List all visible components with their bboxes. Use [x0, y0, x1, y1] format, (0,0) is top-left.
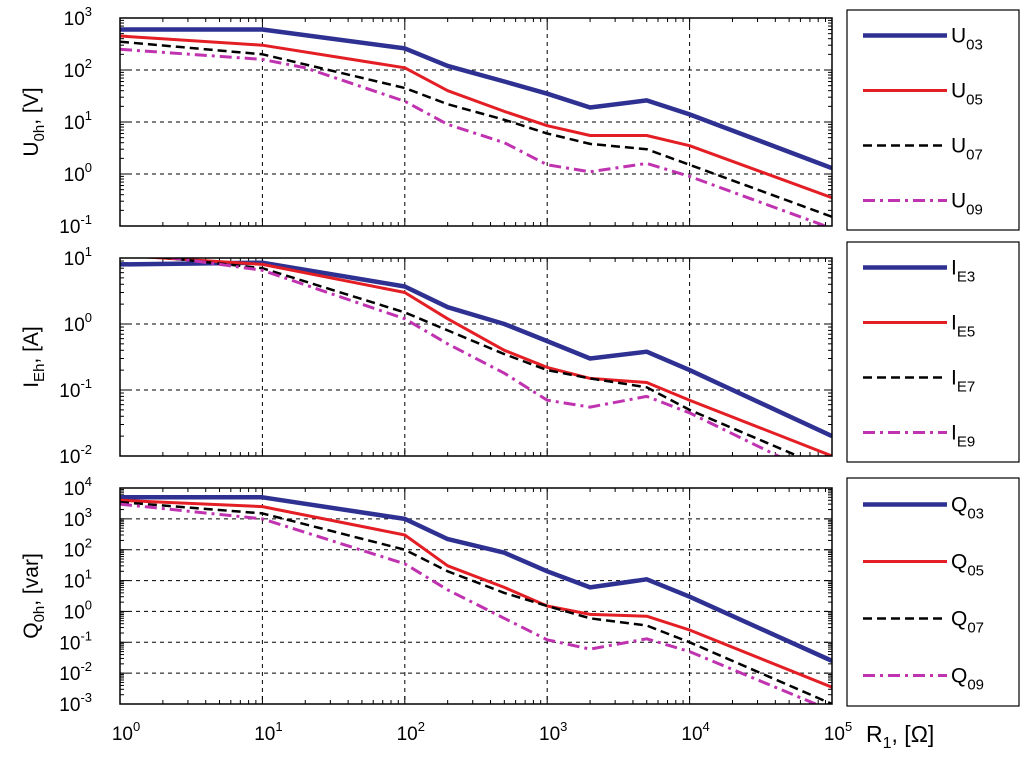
y-axis-label: Q0h, [var]: [20, 553, 48, 639]
series-line-ie7: [156, 258, 801, 456]
x-tick-label: 101: [254, 719, 282, 745]
series-line-u05: [120, 34, 832, 200]
y-tick-label: 102: [64, 536, 92, 562]
series-line-u03: [120, 27, 832, 171]
x-tick-label: 103: [539, 719, 567, 745]
y-tick-label: 10-1: [59, 628, 92, 654]
series-line-u09: [120, 47, 830, 226]
panel-2: 10-2 10-1 100 101 IEh, [A]: [20, 244, 833, 468]
legend-label: Q09: [951, 665, 984, 694]
legend-box: [846, 9, 1020, 231]
series-line-q07: [120, 500, 832, 704]
panel-1: 10-1 100 101 102 103 U0h, [V]: [20, 4, 833, 238]
y-tick-label: 10-3: [59, 690, 92, 716]
y-tick-label: 102: [64, 56, 92, 82]
y-tick-label: 103: [64, 4, 92, 30]
legend-3: Q03 Q05 Q07 Q09: [846, 477, 1020, 707]
y-tick-label: 10-2: [59, 442, 92, 468]
legend-box: [846, 477, 1020, 707]
legend-label: IE7: [951, 367, 975, 396]
legend-label: Q07: [951, 608, 984, 637]
y-tick-label: 10-2: [59, 659, 92, 685]
y-tick-label: 101: [64, 108, 92, 134]
legend-label: U07: [951, 135, 983, 164]
series-line-q05: [120, 498, 832, 689]
legend-box: [846, 241, 1020, 463]
panel-3: 10-3 10-2 10-1 100 101 102 103 104 Q0h, [var] 100…: [20, 474, 934, 752]
y-tick-label: 100: [64, 160, 92, 186]
legend-label: Q05: [951, 551, 984, 580]
y-tick-label: 101: [64, 244, 92, 270]
y-tick-label: 101: [64, 567, 92, 593]
x-tick-label: 100: [112, 719, 140, 745]
plot-frame: [119, 487, 833, 705]
plot-frame: [119, 17, 833, 227]
y-tick-label: 103: [64, 505, 92, 531]
x-axis-label: R1, [Ω]: [866, 721, 934, 752]
series-line-ie9: [163, 258, 782, 456]
series-line-ie5: [138, 258, 832, 456]
legend-1: U03 U05 U07 U09: [846, 9, 1020, 231]
series-line-u07: [120, 40, 832, 218]
series-line-ie3: [120, 260, 832, 439]
y-tick-label: 10-1: [59, 376, 92, 402]
legend-label: U05: [951, 80, 983, 109]
y-tick-label: 104: [64, 474, 92, 500]
legend-label: IE3: [951, 257, 975, 286]
legend-label: IE9: [951, 422, 975, 451]
y-axis-label: U0h, [V]: [20, 87, 48, 156]
legend-label: Q03: [951, 494, 984, 523]
series-line-q09: [120, 502, 820, 704]
series-line-q03: [120, 495, 832, 663]
y-axis-label: IEh, [A]: [20, 326, 48, 388]
legend-2: IE3 IE5 IE7 IE9: [846, 241, 1020, 463]
y-tick-label: 10-1: [59, 212, 92, 238]
legend-label: U03: [951, 25, 983, 54]
x-tick-label: 104: [681, 719, 709, 745]
y-tick-label: 100: [64, 597, 92, 623]
legend-label: U09: [951, 190, 983, 219]
y-tick-label: 100: [64, 310, 92, 336]
plot-frame: [119, 257, 833, 457]
x-tick-label: 102: [397, 719, 425, 745]
legend-label: IE5: [951, 312, 975, 341]
x-tick-label: 105: [824, 719, 852, 745]
